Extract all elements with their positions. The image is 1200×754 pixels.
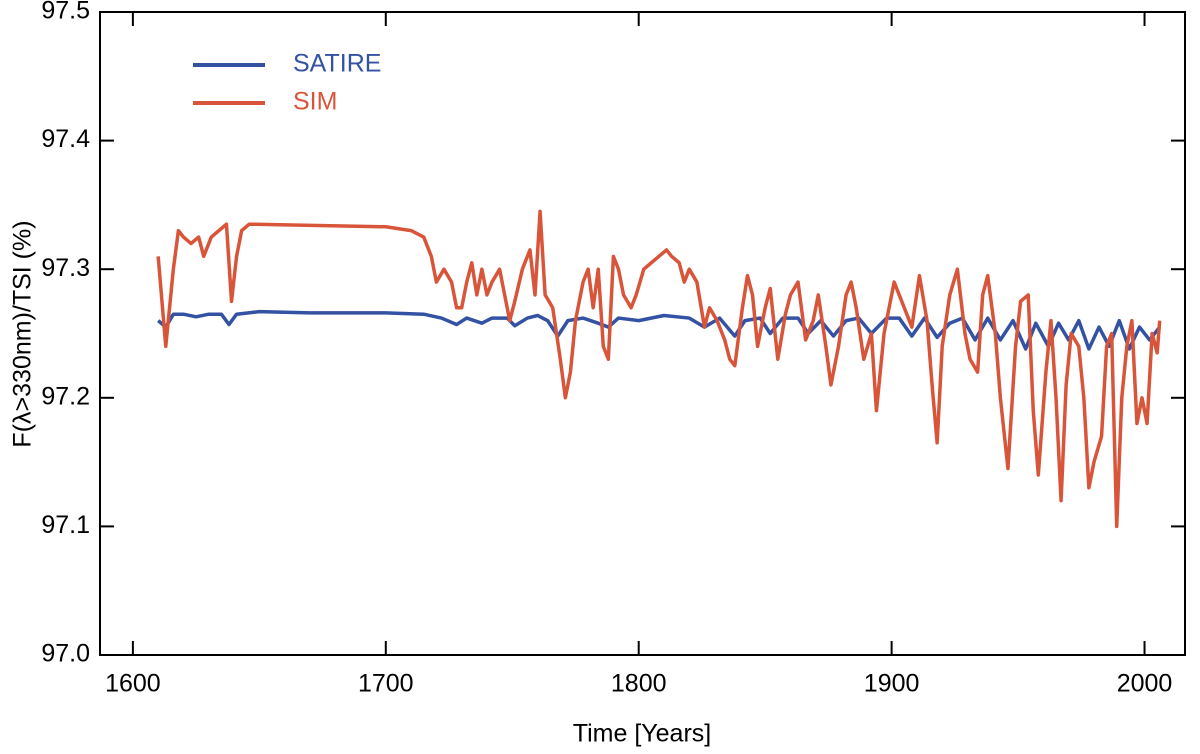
- y-tick-label: 97.4: [41, 125, 90, 153]
- x-tick-label: 1700: [358, 670, 414, 698]
- x-axis-label: Time [Years]: [573, 720, 711, 748]
- y-tick-label: 97.2: [41, 382, 90, 410]
- series-line: [157, 309, 1162, 351]
- y-axis-label: F(λ>330nm)/TSI (%): [9, 220, 37, 447]
- y-tick-label: 97.1: [41, 511, 90, 539]
- x-tick-label: 2000: [1117, 670, 1173, 698]
- legend-label: SIM: [293, 88, 337, 116]
- x-tick-label: 1900: [864, 670, 920, 698]
- y-tick-label: 97.5: [41, 0, 90, 25]
- legend-label: SATIRE: [293, 50, 381, 78]
- x-tick-label: 1600: [105, 670, 161, 698]
- series-line: [156, 209, 1162, 529]
- plot-frame: [99, 11, 1186, 656]
- y-tick-label: 97.3: [41, 254, 90, 282]
- x-tick-label: 1800: [611, 670, 667, 698]
- y-tick-label: 97.0: [41, 640, 90, 668]
